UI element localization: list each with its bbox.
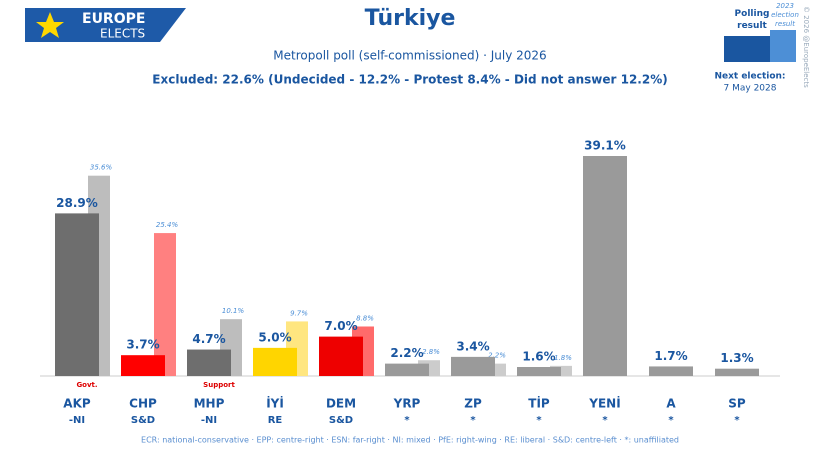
poll-bar [319, 336, 363, 376]
value-label: 4.7% [192, 332, 225, 346]
value-label: 3.4% [456, 339, 489, 353]
poll-bar [649, 366, 693, 376]
logo-star [36, 12, 64, 38]
poll-bar [253, 347, 297, 376]
subtitle: Metropoll poll (self-commissioned) · Jul… [273, 49, 546, 63]
poll-bar [55, 213, 99, 376]
footer: ECR: national-conservative · EPP: centre… [141, 436, 679, 445]
election-bar [154, 233, 176, 376]
group-label: * [602, 415, 608, 426]
election-label: 10.1% [222, 307, 245, 315]
group-label: * [404, 415, 410, 426]
election-label: 2.8% [422, 348, 440, 356]
x-tick-label: ZP [464, 397, 482, 411]
x-tick-label: CHP [129, 397, 157, 411]
poll-bar [715, 368, 759, 376]
election-label: 35.6% [90, 164, 113, 172]
x-tick-label: SP [728, 397, 746, 411]
value-label: 7.0% [324, 319, 357, 333]
logo-text: EUROPE [82, 11, 145, 27]
legend-swatch [724, 36, 770, 62]
group-label: RE [268, 415, 283, 426]
legend-entry: Polling result [734, 9, 770, 31]
election-label: 25.4% [156, 221, 179, 229]
election-label: 8.8% [356, 314, 374, 322]
logo-text: ELECTS [100, 27, 145, 41]
poll-bar [121, 355, 165, 376]
note: Support [203, 381, 235, 389]
poll-bar [517, 366, 561, 376]
value-label: 28.9% [56, 196, 98, 210]
election-label: 9.7% [290, 309, 308, 317]
election-label: 1.8% [554, 354, 572, 362]
x-tick-label: YENİ [588, 396, 620, 411]
next-election-label: Next election: [714, 72, 785, 82]
value-label: 1.3% [720, 351, 753, 365]
group-label: S&D [131, 415, 155, 426]
group-label: -NI [69, 415, 85, 426]
x-tick-label: TİP [528, 396, 550, 411]
value-label: 3.7% [126, 338, 159, 352]
poll-bar [583, 156, 627, 376]
next-election-date: 7 May 2028 [724, 84, 777, 94]
x-tick-label: İYİ [266, 396, 284, 411]
legend-swatch [770, 30, 796, 62]
group-label: * [536, 415, 542, 426]
excluded-note: Excluded: 22.6% (Undecided - 12.2% - Pro… [152, 73, 667, 87]
group-label: * [470, 415, 476, 426]
group-label: * [668, 415, 674, 426]
value-label: 1.7% [654, 349, 687, 363]
value-label: 5.0% [258, 330, 291, 344]
x-tick-label: DEM [326, 397, 356, 411]
value-label: 1.6% [522, 349, 555, 363]
group-label: * [734, 415, 740, 426]
election-label: 2.2% [488, 352, 506, 360]
poll-bar [451, 356, 495, 376]
chart-title: Türkiye [365, 6, 456, 31]
group-label: -NI [201, 415, 217, 426]
value-label: 2.2% [390, 346, 423, 360]
x-tick-label: A [666, 397, 676, 411]
copyright: © 2026 @EuropeElects [802, 6, 810, 88]
poll-bar [187, 349, 231, 376]
note: Govt. [76, 381, 97, 389]
value-label: 39.1% [584, 139, 626, 153]
x-tick-label: MHP [194, 397, 225, 411]
logo-bg [25, 8, 186, 42]
group-label: S&D [329, 415, 353, 426]
x-tick-label: AKP [63, 397, 91, 411]
x-tick-label: YRP [393, 397, 421, 411]
legend-entry: 2023 election result [771, 2, 799, 28]
poll-bar [385, 363, 429, 376]
